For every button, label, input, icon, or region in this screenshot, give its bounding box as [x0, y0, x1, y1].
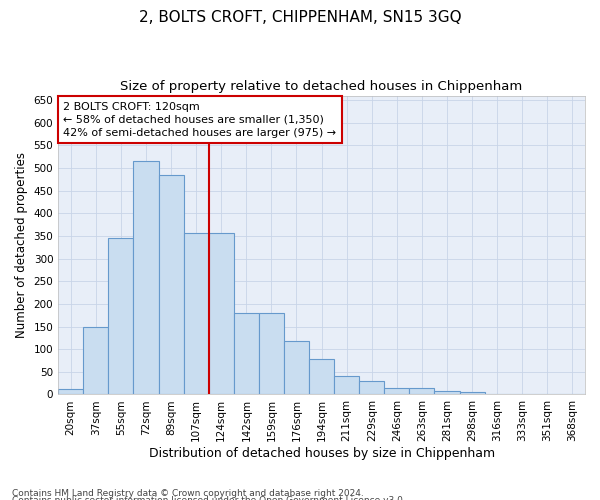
Bar [409, 388, 434, 394]
Bar [184, 233, 209, 394]
Bar [334, 376, 359, 394]
Bar [359, 381, 385, 394]
Bar [434, 391, 460, 394]
Text: Contains HM Land Registry data © Crown copyright and database right 2024.: Contains HM Land Registry data © Crown c… [12, 488, 364, 498]
Bar [259, 313, 284, 394]
Text: 2, BOLTS CROFT, CHIPPENHAM, SN15 3GQ: 2, BOLTS CROFT, CHIPPENHAM, SN15 3GQ [139, 10, 461, 25]
Bar [460, 392, 485, 394]
Bar [133, 161, 158, 394]
Bar [284, 341, 309, 394]
Bar [309, 359, 334, 394]
Bar [83, 326, 109, 394]
Title: Size of property relative to detached houses in Chippenham: Size of property relative to detached ho… [121, 80, 523, 93]
Bar [385, 388, 409, 394]
Text: 2 BOLTS CROFT: 120sqm
← 58% of detached houses are smaller (1,350)
42% of semi-d: 2 BOLTS CROFT: 120sqm ← 58% of detached … [64, 102, 337, 138]
Bar [109, 238, 133, 394]
X-axis label: Distribution of detached houses by size in Chippenham: Distribution of detached houses by size … [149, 447, 494, 460]
Bar [158, 175, 184, 394]
Bar [234, 313, 259, 394]
Y-axis label: Number of detached properties: Number of detached properties [15, 152, 28, 338]
Text: Contains public sector information licensed under the Open Government Licence v3: Contains public sector information licen… [12, 496, 406, 500]
Bar [209, 233, 234, 394]
Bar [58, 389, 83, 394]
